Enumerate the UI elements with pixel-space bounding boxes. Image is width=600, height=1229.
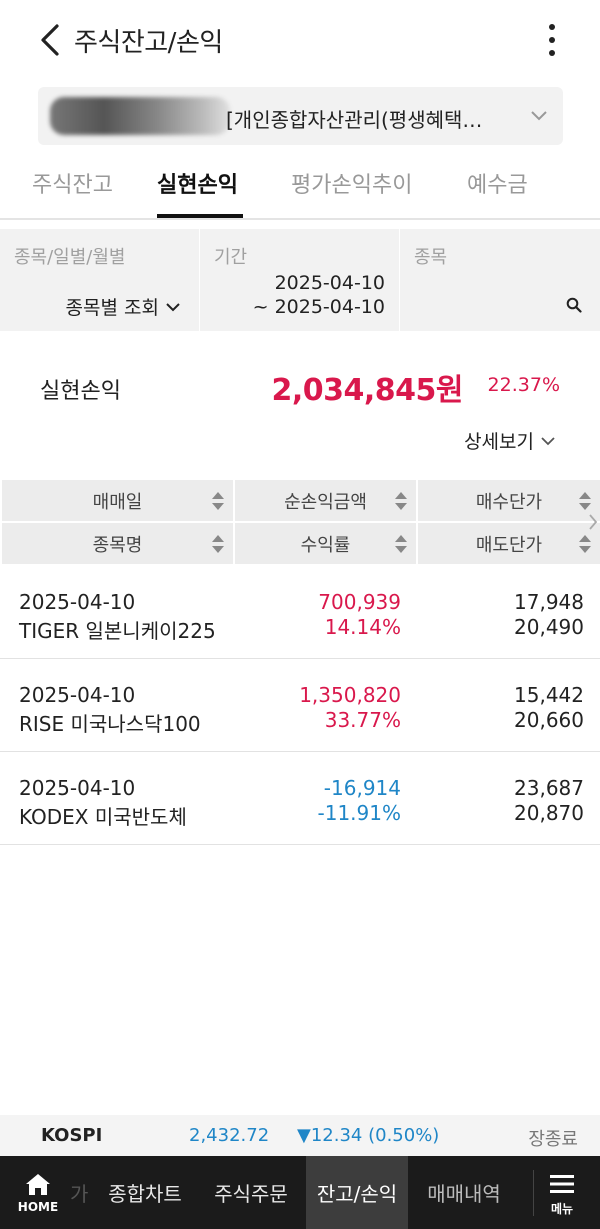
column-header-net-profit[interactable]: 순손익금액 [235,480,416,521]
table-row[interactable]: 2025-04-10 KODEX 미국반도체 -16,914 -11.91% 2… [0,752,600,845]
table-row[interactable]: 2025-04-10 TIGER 일본니케이225 700,939 14.14%… [0,566,600,659]
nav-divider [533,1170,534,1216]
account-name: [개인종합자산관리(평생혜택… [226,108,483,132]
return-rate: 14.14% [324,615,401,639]
stock-name: TIGER 일본니케이225 [19,619,216,643]
chevron-down-icon [531,111,547,121]
more-options-button[interactable] [532,18,572,62]
nav-home-button[interactable]: HOME [10,1156,66,1229]
index-value: 2,432.72 [189,1125,270,1146]
tab-valuation-trend[interactable]: 평가손익추이 [291,173,413,198]
more-dot-icon [549,24,555,30]
buy-price: 17,948 [514,590,584,614]
period-end-date: ~ 2025-04-10 [252,296,385,318]
page-title: 주식잔고/손익 [74,28,223,58]
sort-icon [395,492,407,510]
tab-realized-pnl[interactable]: 실현손익 [157,173,238,198]
app-header: 주식잔고/손익 [0,0,600,80]
sort-icon [395,535,407,553]
filter-stock[interactable]: 종목 [399,229,600,331]
account-number-masked [50,97,230,135]
realized-pnl-amount: 2,034,845원 [271,373,463,408]
filter-type-select[interactable]: 종목별 조회 [66,293,181,320]
net-profit-amount: -16,914 [323,776,401,800]
view-detail-button[interactable]: 상세보기 [464,427,556,454]
filter-type-label: 종목/일별/월별 [14,247,126,268]
more-dot-icon [549,50,555,56]
hamburger-menu-icon [550,1175,574,1193]
column-header-sell-price[interactable]: 매도단가 [418,523,600,564]
chevron-left-icon [41,24,59,56]
nav-chart[interactable]: 종합차트 [108,1182,182,1206]
trade-date: 2025-04-10 [19,776,136,800]
tab-stock-balance[interactable]: 주식잔고 [32,173,113,198]
column-header-label: 매수단가 [475,491,543,513]
column-header-label: 종목명 [92,534,143,556]
filter-type-value: 종목별 조회 [65,297,159,319]
column-header-label: 수익률 [300,534,351,556]
view-detail-label: 상세보기 [464,431,534,453]
filter-panel: 종목/일별/월별 종목별 조회 기간 2025-04-10 ~ 2025-04-… [0,229,600,331]
scroll-right-icon[interactable] [588,513,598,531]
filter-period[interactable]: 기간 2025-04-10 ~ 2025-04-10 [199,229,399,331]
sort-icon [579,535,591,553]
more-dot-icon [549,37,555,43]
column-header-label: 매도단가 [475,534,543,556]
sort-icon [579,492,591,510]
nav-previous-faded: 가 [70,1182,89,1206]
index-name: KOSPI [41,1125,103,1146]
column-header-return-rate[interactable]: 수익률 [235,523,416,564]
trade-date: 2025-04-10 [19,683,136,707]
net-profit-amount: 700,939 [318,590,401,614]
chevron-down-icon [166,302,180,311]
column-header-trade-date[interactable]: 매매일 [2,480,233,521]
home-icon [26,1174,50,1195]
search-icon[interactable] [566,297,582,313]
return-rate: -11.91% [317,801,401,825]
column-header-buy-price[interactable]: 매수단가 [418,480,600,521]
buy-price: 23,687 [514,776,584,800]
filter-stock-label: 종목 [414,247,448,268]
index-change: ▼12.34 (0.50%) [297,1125,440,1146]
table-header: 매매일 순손익금액 매수단가 종목명 수익률 매도단가 [0,480,600,566]
account-selector[interactable]: [개인종합자산관리(평생혜택… [38,87,563,145]
nav-menu-button[interactable]: 메뉴 [534,1156,590,1229]
sell-price: 20,870 [514,801,584,825]
tab-deposit[interactable]: 예수금 [467,173,528,198]
market-index-ticker[interactable]: KOSPI 2,432.72 ▼12.34 (0.50%) 장종료 [0,1115,600,1156]
sell-price: 20,660 [514,708,584,732]
market-status: 장종료 [528,1129,578,1150]
buy-price: 15,442 [514,683,584,707]
stock-name: RISE 미국나스닥100 [19,712,201,736]
filter-type: 종목/일별/월별 종목별 조회 [0,229,199,331]
realized-pnl-label: 실현손익 [40,379,121,404]
bottom-navigation: HOME 가 종합차트 주식주문 잔고/손익 매매내역 메뉴 [0,1156,600,1229]
period-start-date: 2025-04-10 [274,272,385,294]
stock-name: KODEX 미국반도체 [19,805,187,829]
back-button[interactable] [30,20,70,60]
sell-price: 20,490 [514,615,584,639]
trade-date: 2025-04-10 [19,590,136,614]
nav-stock-order[interactable]: 주식주문 [214,1182,288,1206]
tab-bar: 주식잔고 실현손익 평가손익추이 예수금 [0,150,600,220]
column-header-label: 매매일 [92,491,143,513]
nav-menu-label: 메뉴 [550,1202,574,1216]
realized-pnl-rate: 22.37% [487,374,560,396]
net-profit-amount: 1,350,820 [299,683,401,707]
column-header-label: 순손익금액 [284,491,367,513]
return-rate: 33.77% [324,708,401,732]
column-header-stock-name[interactable]: 종목명 [2,523,233,564]
sort-icon [212,492,224,510]
nav-home-label: HOME [17,1200,59,1214]
sort-icon [212,535,224,553]
nav-trade-history[interactable]: 매매내역 [427,1182,501,1206]
filter-period-label: 기간 [214,247,248,268]
nav-balance-pnl[interactable]: 잔고/손익 [306,1156,408,1229]
chevron-down-icon [541,436,555,445]
table-row[interactable]: 2025-04-10 RISE 미국나스닥100 1,350,820 33.77… [0,659,600,752]
active-tab-indicator [157,214,243,218]
